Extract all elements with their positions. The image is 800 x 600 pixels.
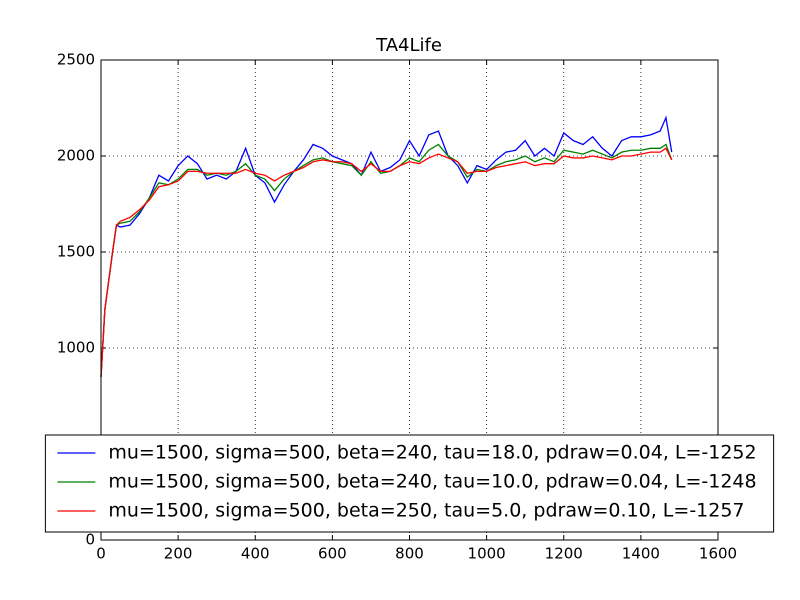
legend: mu=1500, sigma=500, beta=240, tau=18.0, …: [44, 434, 775, 533]
y-tick-label: 2500: [57, 51, 95, 69]
x-tick-label: 0: [96, 545, 106, 563]
chart-title: TA4Life: [375, 35, 442, 56]
x-tick-label: 200: [164, 545, 193, 563]
y-tick-label: 0: [85, 531, 95, 549]
x-tick-label: 800: [395, 545, 424, 563]
x-tick-label: 600: [318, 545, 347, 563]
legend-text: mu=1500, sigma=500, beta=240, tau=18.0, …: [108, 442, 756, 464]
y-tick-label: 1000: [57, 339, 95, 357]
x-tick-label: 1400: [622, 545, 660, 563]
legend-text: mu=1500, sigma=500, beta=250, tau=5.0, p…: [108, 500, 744, 522]
series-line: [100, 115, 673, 377]
plot-frame: [100, 59, 719, 541]
series-line: [100, 147, 673, 377]
y-tick-label: 1500: [57, 243, 95, 261]
y-tick-label: 2000: [57, 147, 95, 165]
legend-text: mu=1500, sigma=500, beta=240, tau=10.0, …: [108, 471, 756, 493]
x-tick-label: 400: [241, 545, 270, 563]
x-tick-label: 1600: [699, 545, 737, 563]
x-tick-label: 1000: [468, 545, 506, 563]
legend-box: [44, 434, 775, 533]
x-tick-label: 1200: [545, 545, 583, 563]
